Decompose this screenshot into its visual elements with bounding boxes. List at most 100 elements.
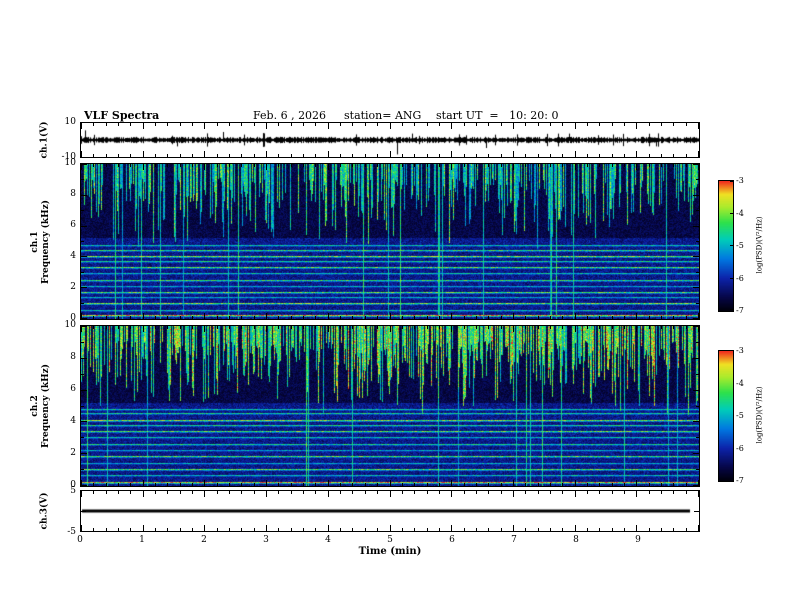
x-tick [303, 123, 304, 126]
x-tick [266, 313, 267, 319]
y-tick [696, 342, 699, 343]
time-tick-label: 3 [263, 535, 269, 545]
x-tick [587, 123, 588, 126]
x-tick [328, 123, 329, 129]
x-tick [315, 316, 316, 319]
y-tick [81, 318, 87, 319]
x-tick [118, 483, 119, 486]
x-tick [624, 491, 625, 494]
x-tick [464, 164, 465, 167]
x-tick [130, 164, 131, 167]
x-tick [390, 480, 391, 486]
x-tick [525, 483, 526, 486]
time-tick-label: 7 [511, 535, 517, 545]
frequency-tick-label: 2 [70, 282, 76, 292]
y-tick [696, 179, 699, 180]
x-tick [673, 326, 674, 329]
x-tick [599, 164, 600, 167]
x-tick [476, 123, 477, 126]
x-tick [402, 491, 403, 494]
x-tick [143, 491, 144, 497]
x-tick [562, 528, 563, 531]
x-tick [488, 326, 489, 329]
x-tick [599, 123, 600, 126]
x-tick [599, 483, 600, 486]
x-tick [575, 326, 576, 332]
x-tick [587, 154, 588, 157]
x-tick [192, 491, 193, 494]
x-tick [525, 528, 526, 531]
x-tick [93, 154, 94, 157]
x-tick [612, 491, 613, 494]
y-tick [693, 453, 699, 454]
x-tick [550, 491, 551, 494]
x-tick [538, 326, 539, 329]
x-tick [167, 316, 168, 319]
x-tick [513, 491, 514, 497]
x-tick [180, 491, 181, 494]
x-tick [204, 123, 205, 129]
x-tick [501, 491, 502, 494]
x-tick [315, 154, 316, 157]
x-tick [266, 491, 267, 497]
x-tick [315, 483, 316, 486]
x-tick [106, 528, 107, 531]
x-tick [439, 154, 440, 157]
x-tick [254, 483, 255, 486]
x-tick [377, 164, 378, 167]
x-tick [130, 316, 131, 319]
x-tick [315, 123, 316, 126]
x-tick [340, 528, 341, 531]
x-tick [303, 326, 304, 329]
x-tick [649, 483, 650, 486]
x-tick [636, 123, 637, 129]
x-tick [167, 528, 168, 531]
frequency-tick-label: 0 [70, 313, 76, 323]
x-tick [352, 326, 353, 329]
x-tick [278, 326, 279, 329]
x-tick [291, 528, 292, 531]
x-tick [278, 123, 279, 126]
x-tick [649, 154, 650, 157]
x-tick [93, 326, 94, 329]
x-tick [538, 164, 539, 167]
x-tick [180, 316, 181, 319]
x-tick [81, 151, 82, 157]
x-tick [550, 154, 551, 157]
x-tick [402, 164, 403, 167]
x-tick [266, 123, 267, 129]
x-tick [143, 313, 144, 319]
x-tick [130, 123, 131, 126]
y-tick [693, 390, 699, 391]
x-tick [427, 154, 428, 157]
x-tick [673, 528, 674, 531]
frequency-tick-label: 8 [70, 352, 76, 362]
x-tick [155, 491, 156, 494]
x-tick [501, 316, 502, 319]
colorbar-tick-label: -7 [736, 476, 744, 485]
x-tick [352, 164, 353, 167]
y-tick [81, 164, 87, 165]
x-tick [217, 326, 218, 329]
x-tick [278, 316, 279, 319]
y-tick [81, 511, 86, 512]
x-tick [525, 154, 526, 157]
x-tick [130, 483, 131, 486]
x-tick [291, 326, 292, 329]
x-tick [525, 123, 526, 126]
colorbar-tick [730, 245, 733, 246]
x-tick [414, 154, 415, 157]
x-tick [377, 528, 378, 531]
y-tick [693, 226, 699, 227]
figure-title: VLF Spectra [84, 109, 160, 122]
x-tick [698, 480, 699, 486]
x-tick [266, 164, 267, 170]
x-tick [204, 491, 205, 497]
x-tick [81, 525, 82, 531]
x-tick [291, 154, 292, 157]
x-tick [636, 151, 637, 157]
x-tick [390, 151, 391, 157]
x-tick [315, 528, 316, 531]
x-tick [180, 528, 181, 531]
x-tick [587, 491, 588, 494]
